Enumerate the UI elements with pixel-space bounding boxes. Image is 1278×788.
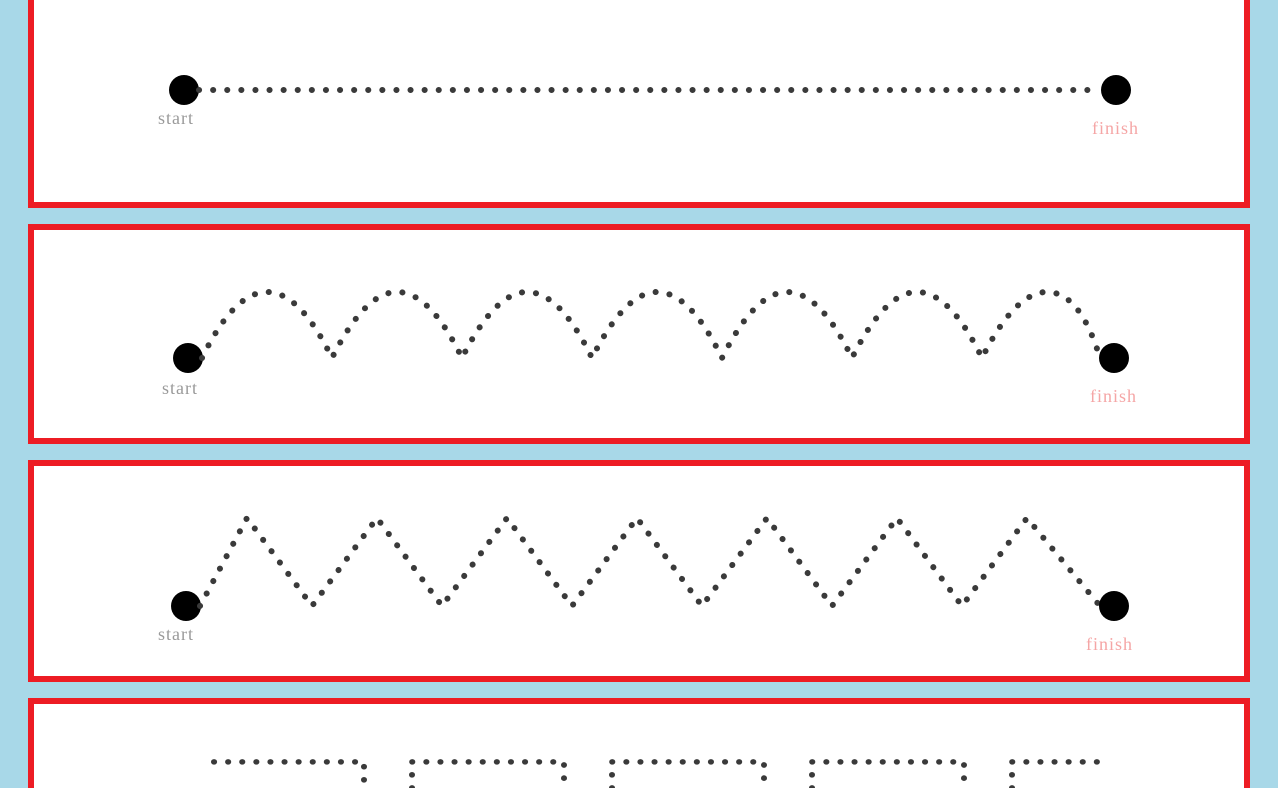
trace-svg-zigzag: [34, 466, 1244, 676]
trace-svg-straight: [34, 0, 1244, 202]
start-label: start: [162, 378, 198, 399]
start-dot: [173, 343, 203, 373]
trace-path-zigzag[interactable]: [200, 518, 1100, 606]
trace-path-castellated[interactable]: [214, 762, 1104, 788]
start-label: start: [158, 624, 194, 645]
finish-dot: [1099, 591, 1129, 621]
start-dot: [169, 75, 199, 105]
start-label: start: [158, 108, 194, 129]
finish-dot: [1101, 75, 1131, 105]
finish-dot: [1099, 343, 1129, 373]
trace-panel-castellated: [28, 698, 1250, 788]
worksheet-page: start finish start finish start finish: [0, 0, 1278, 760]
trace-panel-straight: start finish: [28, 0, 1250, 208]
finish-label: finish: [1086, 634, 1133, 655]
finish-label: finish: [1092, 118, 1139, 139]
trace-svg-castellated: [34, 704, 1244, 788]
trace-panel-zigzag: start finish: [28, 460, 1250, 682]
finish-label: finish: [1090, 386, 1137, 407]
trace-path-wave[interactable]: [202, 292, 1100, 358]
start-dot: [171, 591, 201, 621]
trace-svg-wave: [34, 230, 1244, 438]
trace-panel-wave: start finish: [28, 224, 1250, 444]
